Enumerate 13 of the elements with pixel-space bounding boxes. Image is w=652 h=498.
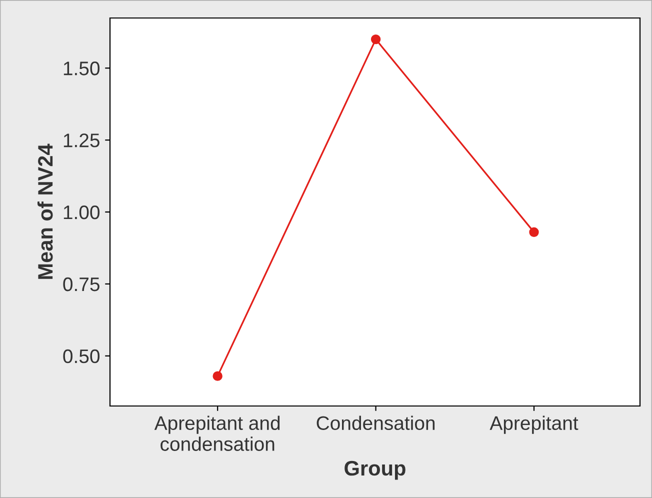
y-tick-label: 1.00	[64, 205, 100, 220]
y-tick-label: 1.50	[64, 62, 100, 76]
point	[370, 34, 381, 44]
y-tick-label: 0.50	[63, 349, 100, 364]
x-tick-label: Aprepitant	[490, 416, 578, 434]
point	[212, 371, 222, 381]
y-tick-label: 1.25	[64, 134, 100, 148]
y-tick-label: 0.75	[63, 277, 100, 292]
x-axis-title: Group	[344, 460, 406, 480]
y-axis-title: Mean of NV24	[37, 144, 53, 279]
x-tick-label: Condensation	[316, 416, 435, 430]
x-tick-label: Aprepitant and condensation	[154, 416, 280, 451]
point	[529, 227, 539, 238]
